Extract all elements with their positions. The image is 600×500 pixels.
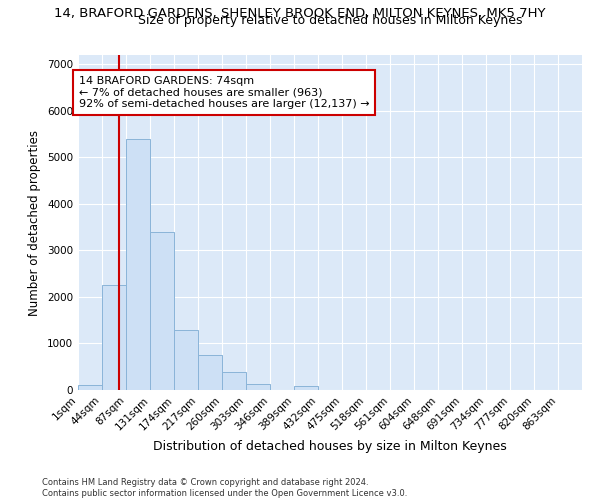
Bar xyxy=(222,372,246,390)
X-axis label: Distribution of detached houses by size in Milton Keynes: Distribution of detached houses by size … xyxy=(153,440,507,453)
Bar xyxy=(151,232,175,390)
Title: Size of property relative to detached houses in Milton Keynes: Size of property relative to detached ho… xyxy=(138,14,522,28)
Text: 14 BRAFORD GARDENS: 74sqm
← 7% of detached houses are smaller (963)
92% of semi-: 14 BRAFORD GARDENS: 74sqm ← 7% of detach… xyxy=(79,76,369,109)
Bar xyxy=(246,384,270,390)
Text: 14, BRAFORD GARDENS, SHENLEY BROOK END, MILTON KEYNES, MK5 7HY: 14, BRAFORD GARDENS, SHENLEY BROOK END, … xyxy=(54,8,546,20)
Bar xyxy=(198,355,222,390)
Bar xyxy=(175,330,198,390)
Y-axis label: Number of detached properties: Number of detached properties xyxy=(28,130,41,316)
Bar xyxy=(78,386,102,390)
Bar xyxy=(102,286,126,390)
Bar xyxy=(294,386,318,390)
Bar xyxy=(126,138,151,390)
Text: Contains HM Land Registry data © Crown copyright and database right 2024.
Contai: Contains HM Land Registry data © Crown c… xyxy=(42,478,407,498)
